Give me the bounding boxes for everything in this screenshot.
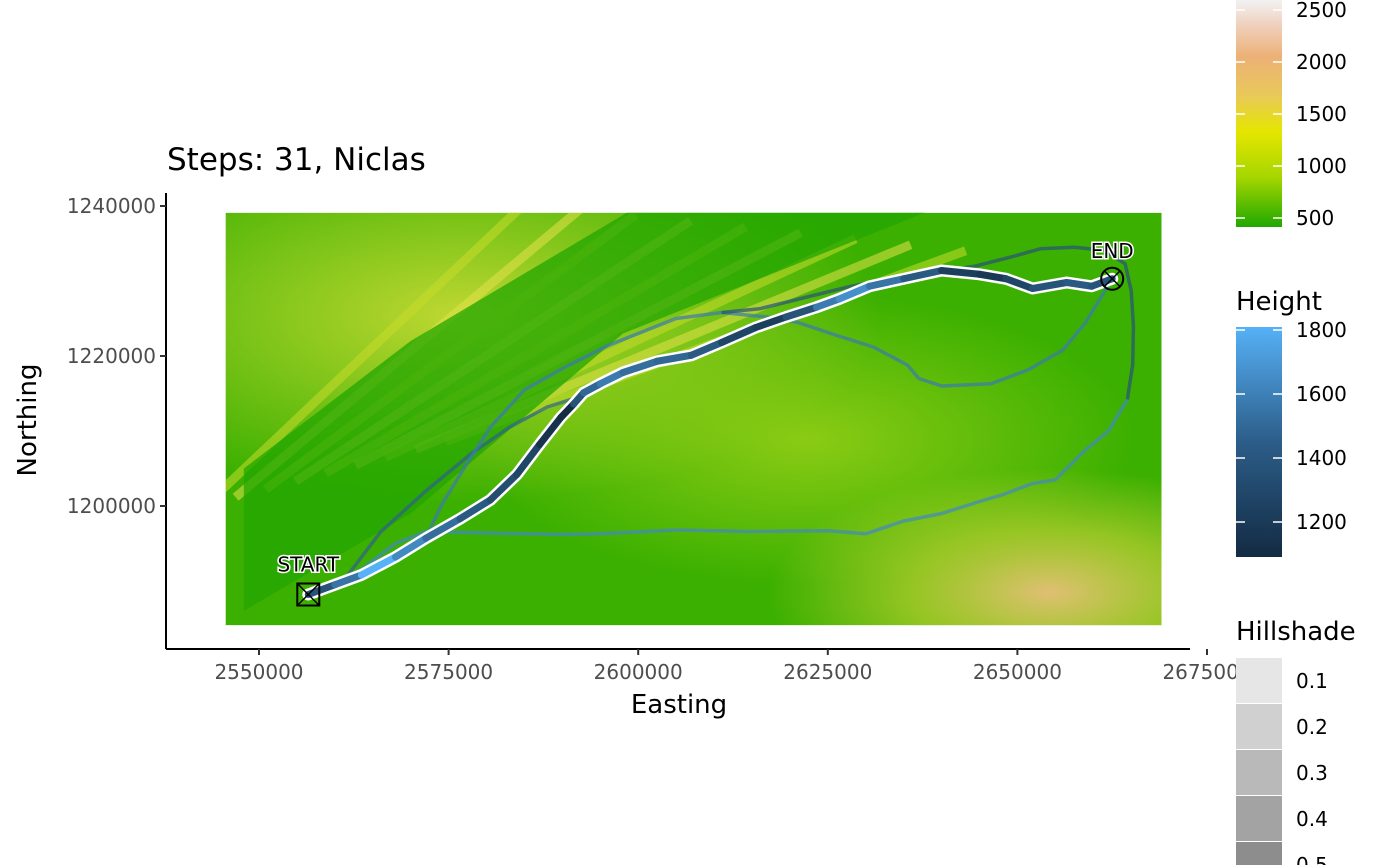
elevation-tick-label: 1000 <box>1296 154 1347 178</box>
route-segment <box>1029 279 1071 292</box>
height-colorbar <box>1236 327 1282 557</box>
start-marker <box>296 582 321 607</box>
hillshade-key-label: 0.5 <box>1296 853 1328 865</box>
plateau-basin <box>243 212 925 611</box>
x-tick-label: 2575000 <box>404 660 493 684</box>
hillshade-key <box>1236 842 1282 865</box>
route-segment <box>687 339 726 359</box>
x-tick-label: 2650000 <box>973 660 1062 684</box>
hillshade-key-label: 0.4 <box>1296 807 1328 831</box>
route-segment <box>1002 275 1037 292</box>
elevation-tick-label: 2000 <box>1296 50 1347 74</box>
route-segment <box>357 553 400 579</box>
route-segment <box>513 441 544 478</box>
hillshade-key <box>1236 704 1282 749</box>
route-segment <box>653 351 695 365</box>
route-segment <box>718 324 760 346</box>
height-tick-label: 1600 <box>1296 382 1347 406</box>
end-marker <box>1100 266 1125 291</box>
hillshade-key <box>1236 658 1282 703</box>
x-ticks: 2550000 2575000 2600000 2625000 2650000 26750… <box>214 649 1252 684</box>
hillshade-key-label: 0.2 <box>1296 715 1328 739</box>
route-segment <box>304 581 339 598</box>
plot-title: Steps: 31, Niclas <box>167 142 426 178</box>
selected-route <box>302 264 1119 601</box>
route-segment <box>536 414 565 448</box>
y-ticks: 1240000 1220000 1200000 <box>67 194 166 518</box>
route-segment <box>835 282 874 303</box>
route-segment <box>596 369 627 388</box>
height-tick-label: 1400 <box>1296 446 1347 470</box>
height-tick-label: 1200 <box>1296 510 1347 534</box>
y-tick-label: 1240000 <box>67 194 156 218</box>
hillshade-legend-title: Hillshade <box>1236 617 1356 647</box>
route-segment <box>782 303 820 321</box>
y-tick-label: 1200000 <box>67 494 156 518</box>
hillshade-key-label: 0.1 <box>1296 669 1328 693</box>
route-segment <box>1063 279 1096 290</box>
route-segment <box>331 571 365 589</box>
route-segment <box>938 267 983 278</box>
route-segment <box>486 471 521 504</box>
route-segment <box>752 313 790 331</box>
alternative-route <box>721 245 1136 400</box>
route-segment <box>866 275 908 290</box>
x-tick-label: 2550000 <box>214 660 303 684</box>
route-segment <box>900 267 946 283</box>
x-axis-title: Easting <box>631 690 727 720</box>
hillshade-key <box>1236 796 1282 841</box>
route-segment <box>422 515 464 542</box>
elevation-tick-label: 1500 <box>1296 102 1347 126</box>
hillshade-key-label: 0.3 <box>1296 761 1328 785</box>
terrain-raster <box>225 212 1162 626</box>
alternative-route <box>352 398 1129 577</box>
route-segment <box>392 534 430 561</box>
alternative-route <box>307 395 579 597</box>
elevation-tick-label: 500 <box>1296 206 1334 230</box>
route-segment <box>975 270 1010 283</box>
x-tick-label: 2625000 <box>783 660 872 684</box>
route-segment <box>812 295 843 311</box>
x-tick-label: 2600000 <box>594 660 683 684</box>
height-legend-title: Height <box>1236 287 1322 317</box>
route-segment <box>456 496 494 523</box>
y-axis-title: Northing <box>13 364 43 477</box>
end-label: END <box>1091 239 1134 263</box>
height-legend: Height 1800 1600 1400 1200 <box>1236 287 1347 557</box>
height-tick-label: 1800 <box>1296 318 1347 342</box>
route-segment <box>619 357 661 376</box>
elevation-legend: 2500 2000 1500 1000 500 <box>1236 0 1347 230</box>
start-label: START <box>277 553 339 577</box>
elevation-tick-label: 2500 <box>1296 0 1347 22</box>
hillshade-legend: Hillshade 0.1 0.2 0.3 0.4 0.5 <box>1236 617 1356 865</box>
axes: 2550000 2575000 2600000 2625000 2650000 26750… <box>67 193 1252 684</box>
y-tick-label: 1220000 <box>67 344 156 368</box>
hillshade-key <box>1236 750 1282 795</box>
